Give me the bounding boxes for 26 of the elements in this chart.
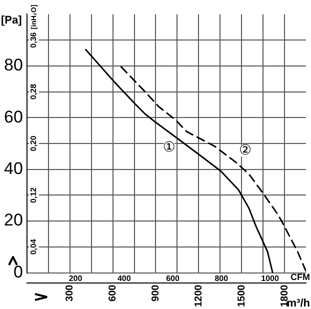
line-series: [120, 66, 306, 272]
y-tick-label: 20: [4, 210, 23, 230]
y-tick-label: 80: [4, 56, 23, 75]
x2-tick-label: 600: [166, 274, 180, 283]
y-tick-label: 40: [4, 159, 23, 178]
y2-tick-label: 0,28: [29, 83, 38, 100]
x-tick-label: 1500: [236, 284, 248, 308]
series-label: ①: [162, 140, 176, 156]
y-axis-title: [Pa]: [1, 14, 22, 27]
x2-tick-label: 400: [117, 274, 132, 283]
y-tick-label: 0: [13, 262, 23, 282]
y2-tick-label: 0,20: [29, 135, 38, 152]
x2-axis-title: CFM: [290, 272, 310, 282]
y2-tick-label: 0,04: [29, 238, 38, 255]
x-tick-label: 900: [150, 284, 162, 302]
x-tick-label: 1200: [193, 284, 204, 308]
x-tick-label: 300: [64, 284, 76, 302]
x2-tick-label: 200: [68, 274, 83, 283]
y-tick-label: 60: [4, 107, 23, 126]
y2-tick-label: 0,12: [29, 186, 38, 203]
y2-tick-label: 0,36: [29, 32, 38, 48]
x-axis-title: m³/h: [286, 298, 310, 309]
series-label: ②: [239, 142, 252, 158]
x-tick-label: 600: [108, 284, 119, 302]
x2-tick-label: 800: [214, 274, 229, 283]
x2-tick-label: 1000: [261, 274, 280, 283]
